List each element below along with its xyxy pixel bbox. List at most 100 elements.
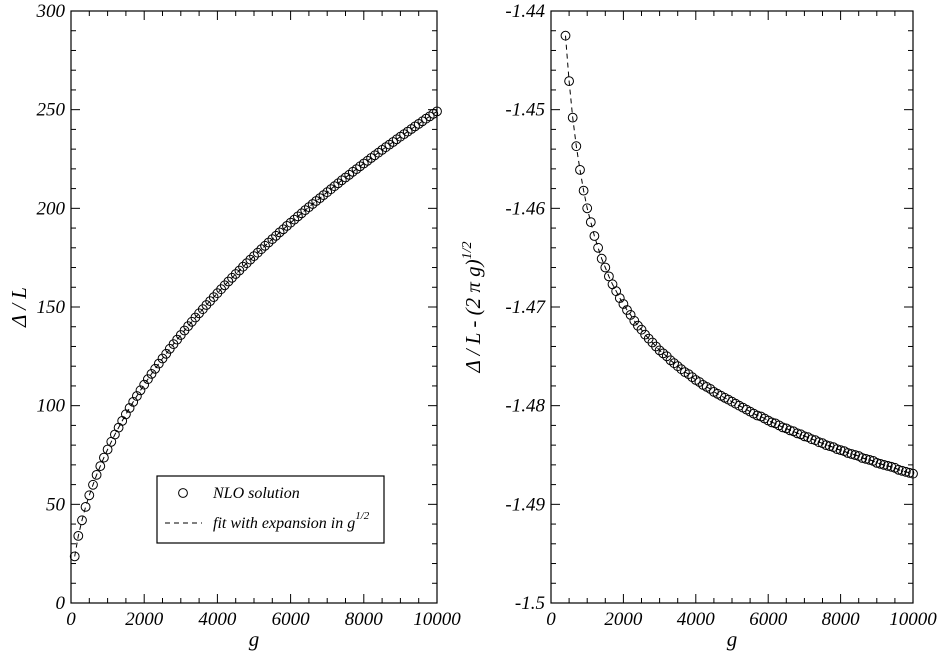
- data-point: [832, 444, 842, 455]
- data-point: [864, 455, 875, 465]
- data-point: [871, 458, 882, 468]
- data-point: [249, 251, 259, 262]
- data-point: [893, 464, 904, 475]
- data-point: [625, 310, 636, 320]
- y-tick-label: 0: [56, 593, 66, 614]
- data-point: [263, 237, 274, 248]
- x-tick-label: 6000: [272, 609, 311, 630]
- data-point: [821, 440, 831, 451]
- x-tick-label: 10000: [413, 609, 461, 630]
- data-point: [622, 305, 632, 315]
- y-tick-label: 300: [36, 1, 66, 22]
- data-point: [161, 348, 172, 359]
- x-tick-label: 4000: [198, 609, 237, 630]
- fit-line: [565, 35, 914, 475]
- data-point: [380, 142, 391, 153]
- x-tick-label: 8000: [822, 609, 861, 630]
- data-point: [282, 221, 292, 231]
- data-point: [230, 269, 241, 279]
- data-point: [636, 324, 647, 335]
- x-tick-label: 0: [546, 609, 556, 630]
- data-point: [69, 551, 80, 562]
- data-point: [252, 247, 263, 258]
- data-point: [146, 369, 157, 379]
- data-point: [596, 253, 607, 264]
- y-tick-label: 100: [37, 396, 66, 417]
- data-point: [900, 466, 911, 477]
- data-point: [882, 461, 893, 471]
- legend-label-superscript: 1/2: [355, 510, 370, 522]
- data-point: [665, 355, 676, 366]
- y-axis-title-superscript: 1/2: [460, 242, 475, 260]
- x-tick-label: 2000: [604, 609, 643, 630]
- data-point: [567, 112, 578, 123]
- data-point: [278, 224, 289, 235]
- data-point: [300, 205, 311, 216]
- y-tick-label: 200: [37, 198, 66, 219]
- data-point: [274, 227, 285, 238]
- data-point: [614, 293, 625, 304]
- data-point: [578, 185, 589, 196]
- data-point: [432, 106, 442, 117]
- x-axis-title: g: [727, 627, 738, 651]
- data-point: [73, 531, 84, 541]
- data-point: [879, 460, 889, 470]
- data-point: [676, 364, 687, 375]
- data-point: [315, 193, 325, 204]
- data-point: [589, 231, 600, 241]
- data-point: [875, 459, 886, 469]
- data-point: [227, 272, 237, 283]
- data-point: [80, 502, 91, 512]
- data-point: [362, 155, 373, 166]
- y-tick-label: 250: [37, 100, 66, 121]
- data-point: [84, 490, 95, 501]
- data-point: [260, 240, 270, 251]
- legend: NLO solution fit with expansion in g1/2: [156, 475, 385, 544]
- data-point: [223, 276, 234, 287]
- data-point: [241, 258, 252, 269]
- legend-box: [156, 475, 385, 544]
- data-point: [322, 187, 333, 198]
- x-tick-label: 6000: [749, 609, 788, 630]
- data-point: [799, 431, 810, 442]
- data-point: [351, 164, 362, 175]
- data-point: [91, 470, 102, 480]
- data-point: [575, 165, 585, 175]
- data-point: [293, 211, 303, 222]
- data-point: [296, 208, 307, 219]
- data-point: [311, 196, 322, 206]
- data-point: [256, 244, 267, 255]
- y-tick-label: -1.5: [515, 593, 545, 614]
- x-tick-label: 0: [66, 609, 76, 630]
- data-point: [585, 217, 596, 228]
- data-point: [132, 391, 142, 401]
- data-point: [792, 428, 803, 439]
- data-point: [234, 265, 245, 276]
- data-point: [333, 178, 344, 189]
- data-point: [128, 397, 139, 407]
- data-point: [139, 379, 150, 390]
- data-point: [267, 234, 278, 245]
- data-point: [150, 363, 161, 374]
- data-point: [846, 449, 857, 459]
- legend-label: fit with expansion in g1/2: [213, 510, 370, 532]
- data-point: [88, 479, 98, 490]
- data-point: [600, 262, 611, 273]
- data-point: [424, 111, 435, 122]
- data-point: [842, 448, 853, 458]
- data-point: [593, 242, 603, 253]
- x-tick-label: 2000: [125, 609, 164, 630]
- legend-label: NLO solution: [212, 485, 300, 502]
- left-chart-panel: 0 2000 4000 6000 8000 10000 0 50 100 150 200 250 300…: [7, 1, 461, 651]
- x-tick-label: 8000: [345, 609, 384, 630]
- data-point: [99, 452, 109, 463]
- right-chart-panel: 0 2000 4000 6000 8000 10000 -1.5 -1.49 -1.48 -1.4…: [460, 1, 937, 651]
- data-point: [344, 169, 355, 180]
- data-point: [886, 461, 897, 472]
- data-point: [629, 315, 640, 326]
- data-point: [564, 76, 574, 86]
- data-point: [238, 261, 248, 272]
- data-point: [369, 150, 380, 161]
- y-tick-label: -1.46: [505, 198, 545, 219]
